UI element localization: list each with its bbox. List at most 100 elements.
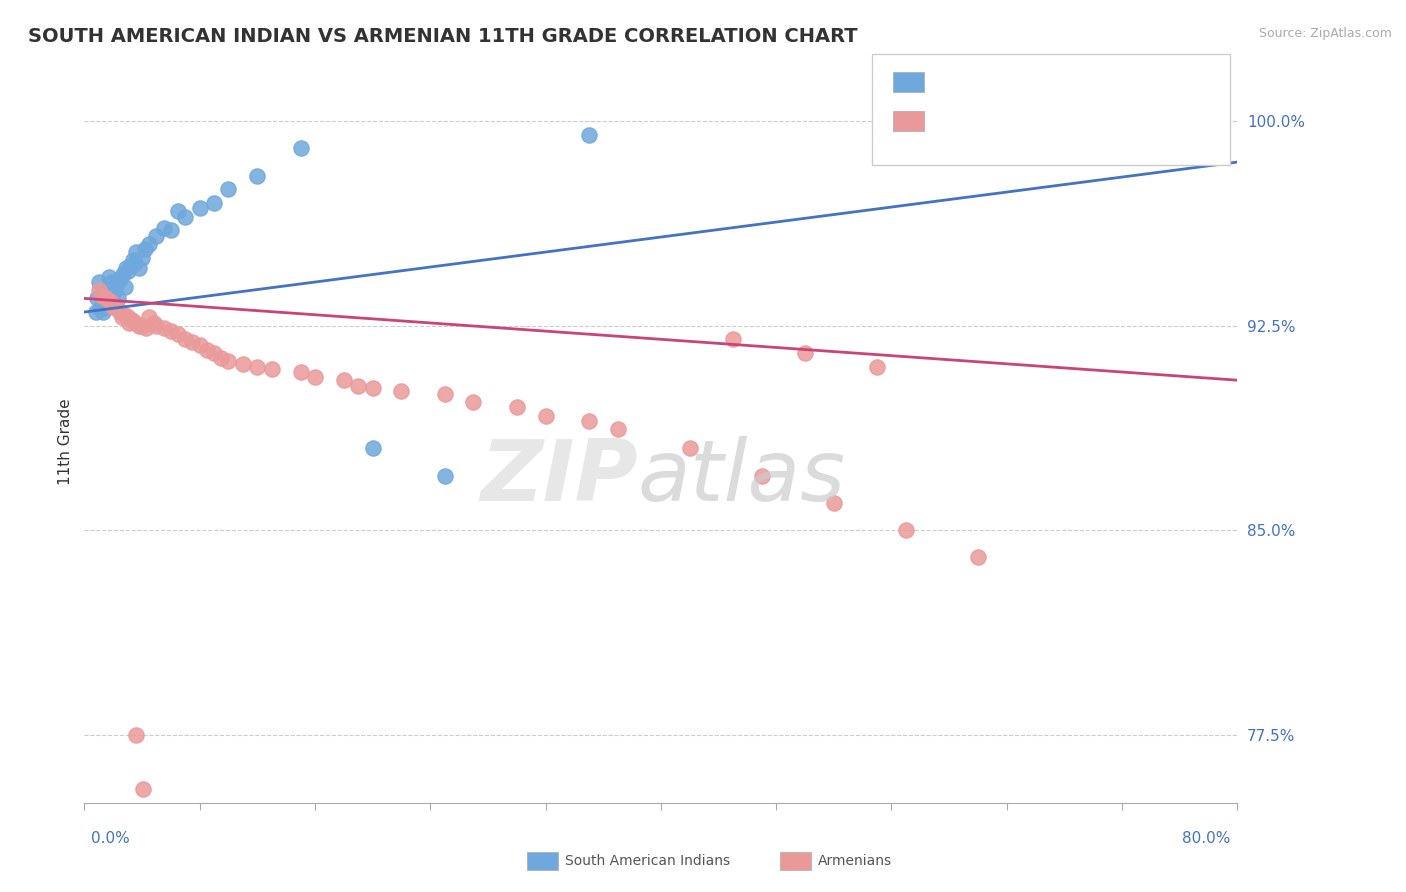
Text: R =  0.275   N = 43: R = 0.275 N = 43 [932, 72, 1122, 90]
Point [96, 288, 118, 302]
Point [120, 259, 142, 273]
Point [433, 468, 456, 483]
Point [142, 316, 165, 330]
Point [114, 308, 136, 322]
Point [578, 128, 600, 142]
Point [866, 359, 889, 374]
Text: ZIP: ZIP [479, 436, 638, 519]
Point [202, 346, 225, 360]
Point [606, 422, 628, 436]
Point [105, 277, 128, 292]
Text: Source: ZipAtlas.com: Source: ZipAtlas.com [1258, 27, 1392, 40]
Point [103, 285, 124, 300]
Point [333, 373, 356, 387]
Point [721, 332, 744, 346]
Point [122, 253, 145, 268]
Text: SOUTH AMERICAN INDIAN VS ARMENIAN 11TH GRADE CORRELATION CHART: SOUTH AMERICAN INDIAN VS ARMENIAN 11TH G… [28, 27, 858, 45]
Point [246, 169, 269, 183]
Point [103, 300, 124, 314]
Point [246, 359, 269, 374]
Point [107, 302, 129, 317]
Point [433, 387, 456, 401]
Point [100, 275, 122, 289]
Point [86, 292, 108, 306]
Text: Armenians: Armenians [818, 854, 893, 868]
Point [135, 321, 157, 335]
Point [304, 370, 326, 384]
Point [125, 245, 148, 260]
Text: South American Indians: South American Indians [565, 854, 730, 868]
Point [361, 442, 384, 456]
Point [167, 204, 190, 219]
Point [160, 223, 183, 237]
Point [91, 305, 114, 319]
Point [131, 318, 153, 333]
Point [132, 782, 155, 797]
Text: R = -0.081   N = 57: R = -0.081 N = 57 [932, 112, 1122, 129]
Point [128, 261, 150, 276]
Point [188, 202, 211, 216]
Point [94, 300, 117, 314]
Point [967, 550, 990, 565]
Point [117, 264, 139, 278]
Point [290, 141, 312, 155]
Point [131, 251, 153, 265]
Point [823, 496, 845, 510]
Point [114, 280, 136, 294]
Point [118, 316, 141, 330]
Point [84, 305, 107, 319]
Point [115, 261, 138, 276]
Point [138, 310, 160, 325]
Point [679, 442, 702, 456]
Point [174, 210, 197, 224]
Point [125, 728, 148, 742]
Point [209, 351, 232, 366]
Point [145, 228, 167, 243]
Text: 80.0%: 80.0% [1182, 831, 1230, 846]
Point [218, 354, 240, 368]
Point [506, 401, 529, 415]
Point [290, 365, 312, 379]
Point [90, 288, 112, 302]
Point [90, 292, 112, 306]
Point [534, 409, 557, 423]
Point [108, 272, 131, 286]
Point [138, 236, 160, 251]
Point [260, 362, 283, 376]
Text: 0.0%: 0.0% [91, 831, 131, 846]
Point [181, 334, 204, 349]
Point [195, 343, 218, 358]
Point [98, 277, 121, 292]
Point [87, 275, 110, 289]
Point [232, 357, 254, 371]
Point [202, 196, 225, 211]
Point [751, 468, 773, 483]
Point [111, 310, 134, 325]
Point [650, 809, 672, 823]
Point [160, 324, 183, 338]
Point [361, 381, 384, 395]
Point [134, 243, 156, 257]
Point [794, 346, 817, 360]
Point [98, 294, 121, 309]
Point [94, 292, 117, 306]
Point [110, 272, 132, 286]
Point [347, 378, 370, 392]
Point [128, 318, 150, 333]
Point [89, 302, 111, 317]
Point [124, 316, 146, 330]
Text: atlas: atlas [638, 436, 846, 519]
Point [152, 220, 174, 235]
Point [578, 414, 600, 428]
Point [110, 305, 132, 319]
Point [117, 310, 139, 325]
Point [124, 256, 146, 270]
Point [391, 384, 413, 398]
Point [87, 283, 110, 297]
Point [463, 395, 485, 409]
Point [112, 267, 135, 281]
Point [152, 321, 174, 335]
Point [938, 114, 960, 128]
Point [107, 292, 129, 306]
Point [174, 332, 197, 346]
